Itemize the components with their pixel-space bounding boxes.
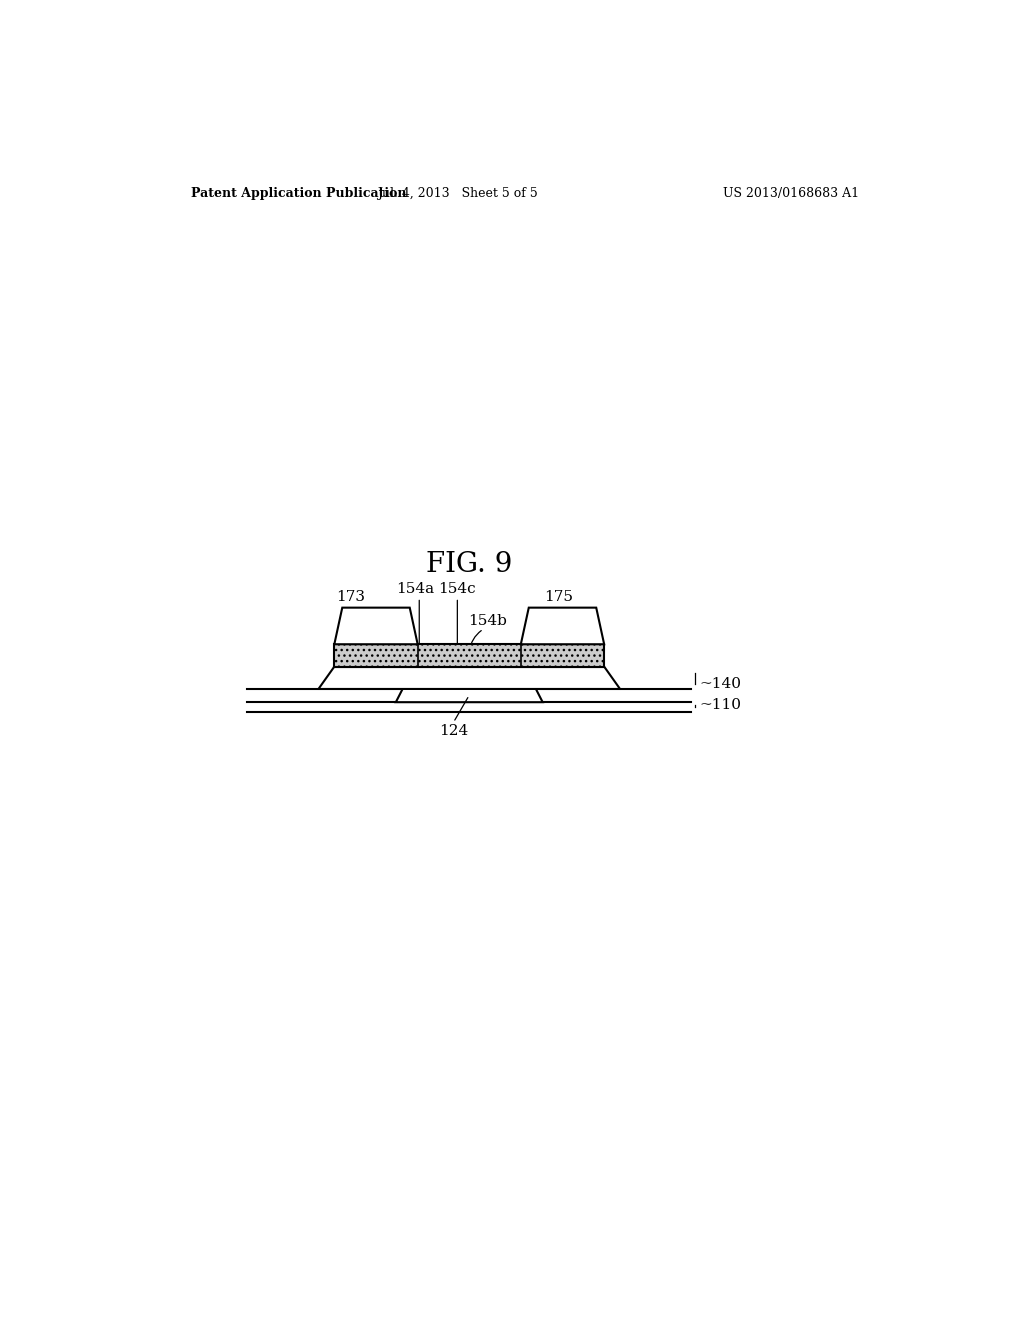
Polygon shape — [396, 678, 543, 702]
Text: 175: 175 — [544, 590, 572, 605]
Polygon shape — [334, 644, 604, 667]
Polygon shape — [521, 607, 604, 644]
Text: ~140: ~140 — [699, 677, 741, 690]
Text: US 2013/0168683 A1: US 2013/0168683 A1 — [723, 187, 859, 201]
Polygon shape — [318, 667, 620, 689]
Text: Jul. 4, 2013   Sheet 5 of 5: Jul. 4, 2013 Sheet 5 of 5 — [377, 187, 538, 201]
Text: 154b: 154b — [468, 614, 507, 628]
Text: 124: 124 — [438, 723, 468, 738]
Text: FIG. 9: FIG. 9 — [426, 552, 512, 578]
Text: 154a: 154a — [396, 582, 434, 597]
Text: ~110: ~110 — [699, 698, 741, 713]
Polygon shape — [334, 607, 418, 644]
Text: 173: 173 — [336, 590, 365, 605]
Text: 154c: 154c — [438, 582, 476, 597]
Text: Patent Application Publication: Patent Application Publication — [191, 187, 407, 201]
